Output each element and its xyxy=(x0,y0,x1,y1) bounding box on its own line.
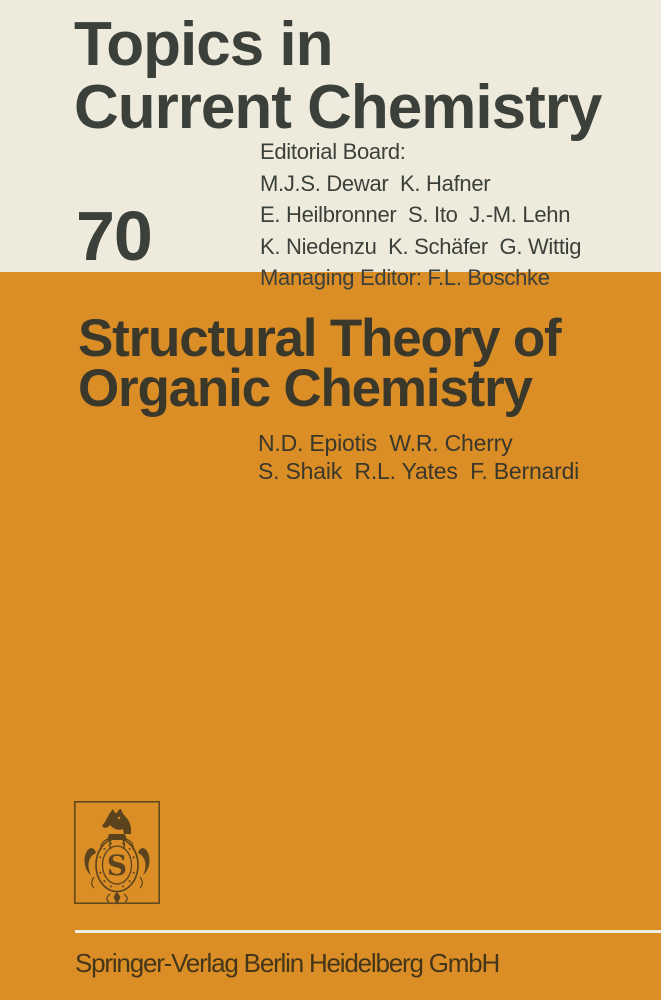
authors-line1: N.D. Epiotis W.R. Cherry xyxy=(258,430,513,456)
series-title-line1: Topics in xyxy=(74,10,334,79)
separator-line xyxy=(75,930,661,933)
svg-text:S: S xyxy=(107,849,127,882)
book-title-line1: Structural Theory of xyxy=(78,309,562,368)
series-title: Topics in Current Chemistry xyxy=(74,10,602,142)
editorial-line: K. Niedenzu K. Schäfer G. Wittig xyxy=(260,233,582,259)
book-title-line2: Organic Chemistry xyxy=(78,359,533,418)
book-title: Structural Theory of Organic Chemistry xyxy=(78,309,562,418)
editorial-line: E. Heilbronner S. Ito J.-M. Lehn xyxy=(260,202,571,227)
editorial-board-block: Editorial Board: M.J.S. Dewar K. Hafner … xyxy=(260,136,581,294)
top-cream-band xyxy=(0,0,661,272)
publisher-imprint: Springer-Verlag Berlin Heidelberg GmbH xyxy=(75,948,500,978)
editorial-line: Editorial Board: xyxy=(260,139,406,164)
springer-horse-emblem-icon: S xyxy=(74,801,160,909)
authors-block: N.D. Epiotis W.R. Cherry S. Shaik R.L. Y… xyxy=(258,429,579,485)
volume-number: 70 xyxy=(76,197,153,275)
authors-line2: S. Shaik R.L. Yates F. Bernardi xyxy=(258,458,580,484)
series-title-line2: Current Chemistry xyxy=(74,73,602,142)
editorial-line: M.J.S. Dewar K. Hafner xyxy=(260,170,491,196)
editorial-line: Managing Editor: F.L. Boschke xyxy=(260,265,550,290)
orange-band xyxy=(0,272,661,1000)
